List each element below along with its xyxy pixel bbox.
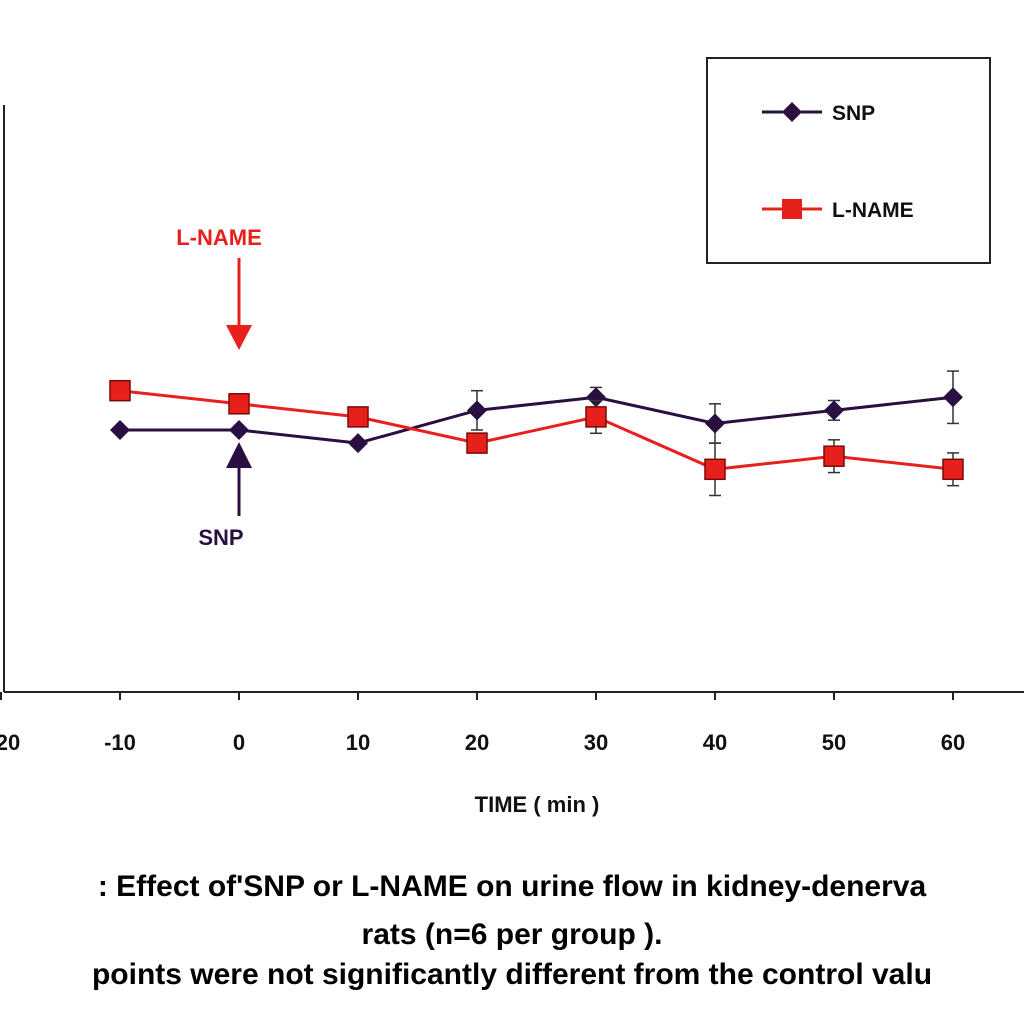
snp-point xyxy=(705,413,725,434)
caption-line-2: rats (n=6 per group ). xyxy=(361,918,663,951)
l-name-point xyxy=(466,432,488,454)
l-name-point xyxy=(823,445,845,467)
snp-point xyxy=(586,387,606,408)
l-name-point xyxy=(585,406,607,428)
annotations: L-NAME SNP xyxy=(176,225,262,550)
x-tick-label: 20 xyxy=(465,730,489,755)
l-name-point xyxy=(942,458,964,481)
x-axis-label: TIME ( min ) xyxy=(475,792,600,817)
x-tick-label: 0 xyxy=(233,730,245,755)
x-tick-label: -10 xyxy=(104,730,136,755)
l-name-point xyxy=(347,406,369,428)
l-name-point xyxy=(228,393,250,415)
annotation-snp-arrowhead xyxy=(226,442,252,468)
l-name-point xyxy=(704,458,726,481)
caption-line-1: : Effect of'SNP or L-NAME on urine flow … xyxy=(97,870,927,903)
snp-point xyxy=(467,400,487,421)
caption-line-3: points were not significantly different … xyxy=(91,958,933,991)
legend-box xyxy=(706,57,991,264)
snp-point xyxy=(824,400,844,421)
snp-point xyxy=(943,387,963,408)
x-tick-label: 60 xyxy=(941,730,965,755)
x-tick-label: 10 xyxy=(346,730,370,755)
snp-point xyxy=(229,420,249,440)
annotation-snp-label: SNP xyxy=(198,525,243,550)
snp-point xyxy=(348,433,368,454)
l-name-line xyxy=(119,389,954,471)
legend-l-name-marker xyxy=(782,199,802,219)
legend: SNP L-NAME xyxy=(706,57,991,264)
legend-l-name-label: L-NAME xyxy=(832,199,914,222)
x-ticks: 20 -10 0 10 20 30 40 50 60 xyxy=(0,692,965,755)
annotation-lname-arrowhead xyxy=(226,325,252,350)
snp-line xyxy=(120,395,954,445)
legend-snp-label: SNP xyxy=(832,102,875,125)
legend-snp-marker xyxy=(782,102,802,122)
x-tick-label: 20 xyxy=(0,730,20,755)
line-chart: 20 -10 0 10 20 30 40 50 60 TIME ( min ) L-NAMESN… xyxy=(0,57,1024,817)
x-tick-label: 50 xyxy=(822,730,846,755)
series-layer xyxy=(109,370,964,497)
x-tick-label: 40 xyxy=(703,730,727,755)
l-name-point xyxy=(109,379,131,402)
annotation-lname-label: L-NAME xyxy=(176,225,262,250)
x-tick-label: 30 xyxy=(584,730,608,755)
snp-point xyxy=(110,420,130,440)
